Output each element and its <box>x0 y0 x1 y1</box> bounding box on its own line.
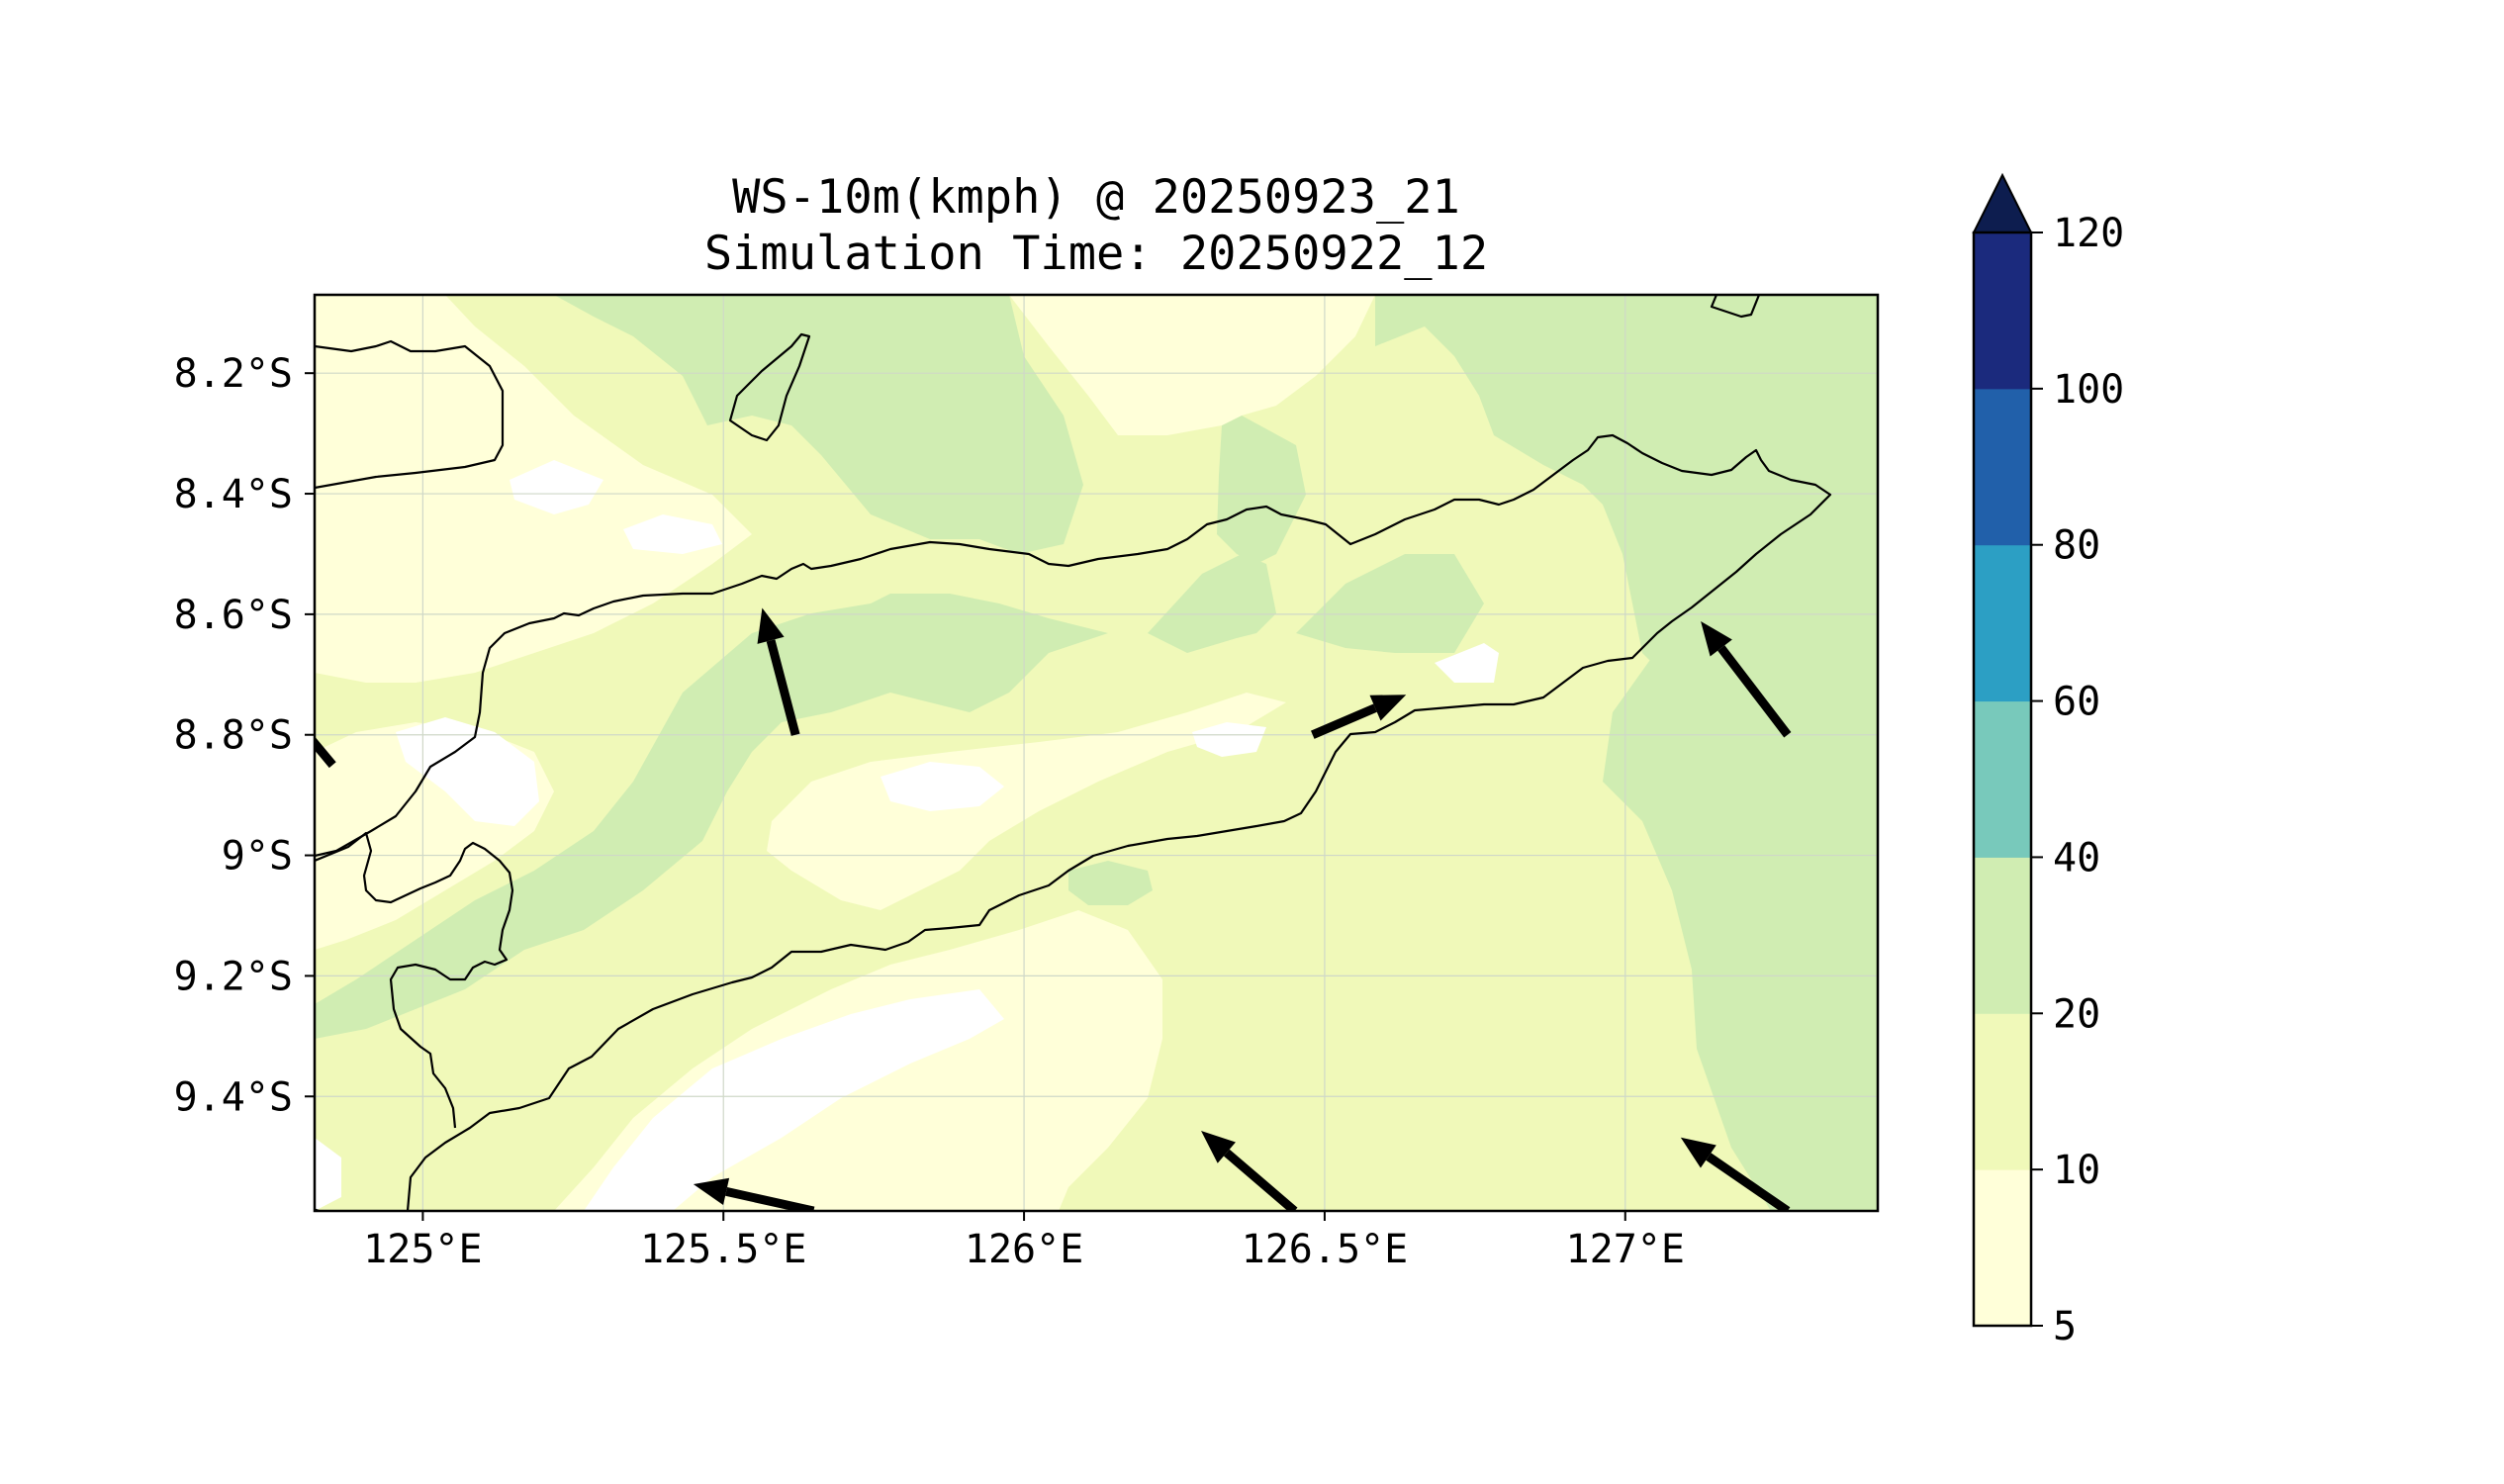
x-tick-label: 126.5°E <box>1242 1227 1409 1272</box>
y-tick-label: 8.4°S <box>174 472 293 517</box>
speed-band-20-40-north <box>554 295 1083 554</box>
colorbar-tick-label: 40 <box>2053 835 2100 881</box>
x-tick-label: 127°E <box>1566 1227 1685 1272</box>
y-tick-label: 8.6°S <box>174 593 293 638</box>
speed-band-20-40-central <box>1217 416 1306 564</box>
wind-vector-arrow <box>1201 1131 1298 1211</box>
colorbar-tick-label: 120 <box>2053 211 2124 256</box>
speed-below-5-patch-3 <box>396 717 539 826</box>
colorbar-tick-label: 60 <box>2053 680 2100 725</box>
colorbar-segment <box>1974 700 2031 858</box>
speed-band-20-40-southwest <box>315 594 1108 1039</box>
speed-below-5-patch-7 <box>315 1138 341 1211</box>
speed-below-5-patch-4 <box>881 762 1004 811</box>
colorbar-segment <box>1974 1013 2031 1170</box>
speed-band-20-40-east <box>1603 465 1878 1211</box>
colorbar-extend-arrow <box>1972 172 2033 233</box>
coastline-alor-island <box>728 332 811 442</box>
x-tick-label: 126°E <box>965 1227 1083 1272</box>
speed-below-5-patch-8 <box>1435 643 1499 683</box>
map-frame <box>313 293 1880 1213</box>
y-tick-label: 9.2°S <box>174 954 293 999</box>
map-title-line1: WS-10m(kmph) @ 20250923_21 <box>732 170 1460 225</box>
map-panel <box>315 295 1878 1211</box>
map-axes: 125°E 125.5°E 126°E 126.5°E 127°E 8.2°S 8.4°S 8… <box>174 351 1685 1272</box>
colorbar-segment <box>1974 857 2031 1014</box>
colorbar: 5 10 20 40 60 80 100 120 <box>1972 172 2124 1349</box>
colorbar-tick-label: 20 <box>2053 991 2100 1037</box>
wind-vector-arrow <box>757 607 800 736</box>
wind-vector-arrow <box>1701 620 1792 738</box>
speed-band-20-40-south-patch <box>1068 861 1153 905</box>
coastline-north-timor <box>315 339 505 490</box>
y-tick-label: 9.4°S <box>174 1074 293 1120</box>
x-tick-label: 125°E <box>363 1227 482 1272</box>
colorbar-frame <box>1972 231 2033 1328</box>
speed-below-5-patch-1 <box>510 460 603 514</box>
wind-vector-arrow <box>315 736 336 769</box>
colorbar-segment <box>1974 232 2031 390</box>
wind-vector-arrow <box>693 1177 815 1211</box>
colorbar-segment <box>1974 544 2031 702</box>
map-title-line2: Simulation Time: 20250922_12 <box>704 227 1488 281</box>
coastline-timor-west-bay <box>315 831 514 1129</box>
colorbar-tick-label: 5 <box>2053 1304 2077 1349</box>
wind-vector-arrow <box>1310 695 1407 739</box>
speed-band-20-40-central-east <box>1296 554 1484 653</box>
speed-below-5-patch-6 <box>584 989 1004 1211</box>
speed-below-5-patch-5 <box>1192 722 1266 757</box>
speed-band-5-10-north-patch <box>1009 295 1375 435</box>
colorbar-segment <box>1974 1169 2031 1327</box>
y-tick-label: 9°S <box>222 834 293 880</box>
y-tick-label: 8.2°S <box>174 351 293 397</box>
colorbar-tick-label: 80 <box>2053 523 2100 569</box>
y-tick-label: 8.8°S <box>174 713 293 759</box>
coastline-wetar-island <box>1710 295 1761 319</box>
colorbar-segment <box>1974 388 2031 546</box>
wind-vectors <box>315 607 1792 1211</box>
speed-band-20-40-mid <box>1148 554 1276 653</box>
colorbar-tick-label: 10 <box>2053 1148 2100 1193</box>
coastline-timor-north <box>315 433 1832 1211</box>
coastlines <box>315 295 1832 1211</box>
x-tick-label: 125.5°E <box>640 1227 807 1272</box>
wind-vector-arrow <box>1680 1137 1791 1211</box>
speed-below-5-patch-2 <box>623 514 722 554</box>
colorbar-tick-label: 100 <box>2053 367 2124 413</box>
